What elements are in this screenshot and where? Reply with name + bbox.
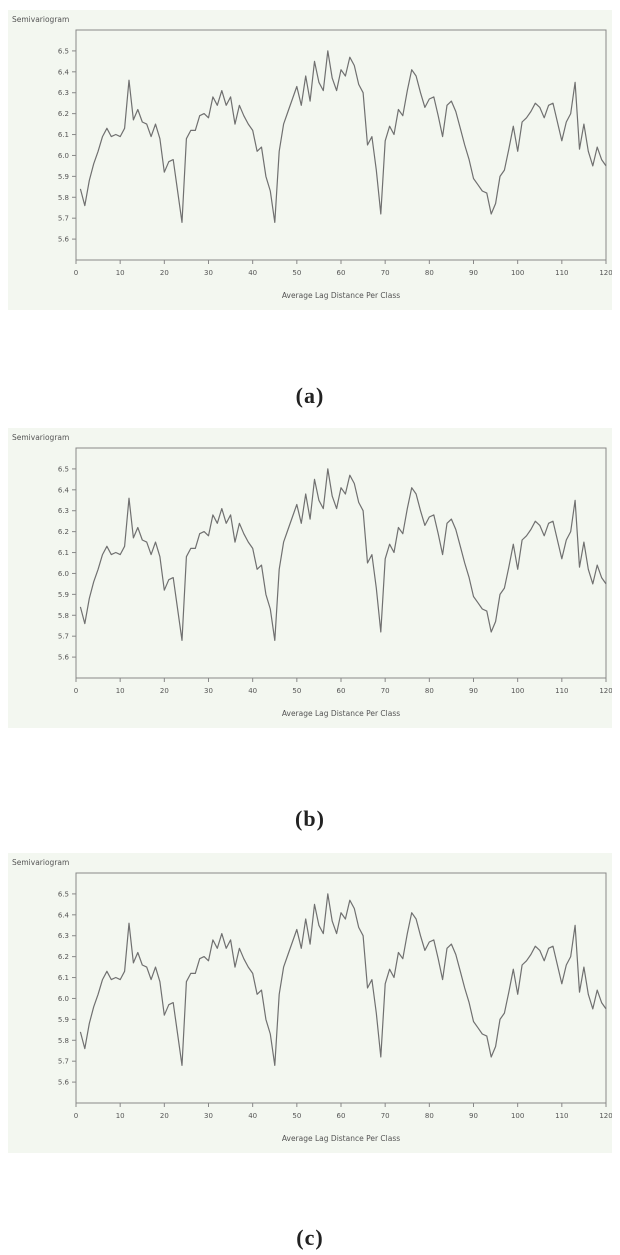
chart-svg-c: 5.6 5.7 5.8 5.9 6.0 6.1 6.2 6.3 6.4 6.5 0 10 20 30 40 5… <box>8 853 612 1153</box>
y-tick-label: 5.7 <box>58 633 69 641</box>
x-tick-label: 20 <box>160 269 169 277</box>
x-tick-label: 70 <box>381 1112 390 1120</box>
y-tick-label: 6.0 <box>58 995 69 1003</box>
x-tick-label: 70 <box>381 269 390 277</box>
x-tick-label: 60 <box>337 687 346 695</box>
x-tick-label: 30 <box>204 687 213 695</box>
x-tick-label: 100 <box>511 1112 524 1120</box>
y-tick-label: 6.1 <box>58 549 69 557</box>
x-tick-label: 50 <box>292 687 301 695</box>
y-tick-label: 6.1 <box>58 974 69 982</box>
y-tick-label: 6.3 <box>58 932 69 940</box>
x-tick-label: 60 <box>337 1112 346 1120</box>
series-line <box>79 50 607 223</box>
caption-a: (a) <box>295 383 325 408</box>
chart-panel-a: 5.6 5.7 5.8 5.9 6.0 6.1 6.2 6.3 6.4 6.5 0 10 20 30 40 5… <box>8 10 612 310</box>
caption-c: (c) <box>296 1225 324 1250</box>
x-tick-label: 80 <box>425 687 434 695</box>
caption-b: (b) <box>295 806 325 831</box>
x-tick-label: 0 <box>74 687 78 695</box>
x-tick-label: 80 <box>425 1112 434 1120</box>
x-tick-label: 120 <box>599 687 612 695</box>
x-tick-label: 100 <box>511 269 524 277</box>
chart-background <box>8 10 612 310</box>
y-tick-label: 5.6 <box>58 1079 70 1087</box>
chart-panel-b: 5.6 5.7 5.8 5.9 6.0 6.1 6.2 6.3 6.4 6.5 0 10 20 30 40 5… <box>8 428 612 728</box>
series-line <box>79 893 607 1066</box>
x-axis-label: Average Lag Distance Per Class <box>282 1134 400 1143</box>
x-tick-label: 90 <box>469 687 478 695</box>
y-tick-label: 6.0 <box>58 570 69 578</box>
x-tick-label: 120 <box>599 1112 612 1120</box>
y-tick-label: 5.8 <box>58 194 69 202</box>
y-tick-label: 6.3 <box>58 507 69 515</box>
y-tick-label: 5.9 <box>58 591 69 599</box>
y-tick-label: 5.7 <box>58 215 69 223</box>
y-tick-label: 6.2 <box>58 953 69 961</box>
x-axis-label: Average Lag Distance Per Class <box>282 709 400 718</box>
x-tick-label: 40 <box>248 1112 257 1120</box>
x-tick-label: 100 <box>511 687 524 695</box>
y-tick-label: 6.5 <box>58 890 69 898</box>
chart-background <box>8 428 612 728</box>
x-tick-label: 0 <box>74 1112 78 1120</box>
x-tick-label: 110 <box>555 269 568 277</box>
y-axis-label: Semivariogram <box>12 15 69 24</box>
x-tick-label: 90 <box>469 269 478 277</box>
x-tick-label: 40 <box>248 687 257 695</box>
chart-background <box>8 853 612 1153</box>
y-tick-label: 6.5 <box>58 465 69 473</box>
x-tick-label: 40 <box>248 269 257 277</box>
chart-svg-b: 5.6 5.7 5.8 5.9 6.0 6.1 6.2 6.3 6.4 6.5 0 10 20 30 40 5… <box>8 428 612 728</box>
series-line <box>79 468 607 641</box>
x-tick-label: 110 <box>555 1112 568 1120</box>
y-tick-label: 6.4 <box>58 486 70 494</box>
y-tick-label: 5.9 <box>58 173 69 181</box>
x-tick-label: 50 <box>292 1112 301 1120</box>
x-tick-label: 20 <box>160 687 169 695</box>
x-tick-label: 0 <box>74 269 78 277</box>
y-tick-label: 6.3 <box>58 89 69 97</box>
x-tick-label: 60 <box>337 269 346 277</box>
y-tick-label: 5.8 <box>58 1037 69 1045</box>
y-tick-label: 6.2 <box>58 110 69 118</box>
y-tick-label: 6.2 <box>58 528 69 536</box>
x-tick-label: 10 <box>116 269 125 277</box>
y-axis-label: Semivariogram <box>12 858 69 867</box>
x-tick-label: 110 <box>555 687 568 695</box>
y-tick-label: 6.4 <box>58 68 70 76</box>
x-tick-label: 80 <box>425 269 434 277</box>
y-tick-label: 5.7 <box>58 1058 69 1066</box>
y-tick-label: 5.9 <box>58 1016 69 1024</box>
y-tick-label: 5.6 <box>58 236 70 244</box>
x-axis-label: Average Lag Distance Per Class <box>282 291 400 300</box>
x-tick-label: 10 <box>116 687 125 695</box>
y-tick-label: 6.4 <box>58 911 70 919</box>
chart-panel-c: 5.6 5.7 5.8 5.9 6.0 6.1 6.2 6.3 6.4 6.5 0 10 20 30 40 5… <box>8 853 612 1153</box>
y-tick-label: 6.1 <box>58 131 69 139</box>
y-tick-label: 5.8 <box>58 612 69 620</box>
y-tick-label: 6.0 <box>58 152 69 160</box>
x-tick-label: 90 <box>469 1112 478 1120</box>
x-tick-label: 120 <box>599 269 612 277</box>
x-tick-label: 10 <box>116 1112 125 1120</box>
y-tick-label: 6.5 <box>58 47 69 55</box>
x-tick-label: 50 <box>292 269 301 277</box>
x-tick-label: 30 <box>204 269 213 277</box>
y-tick-label: 5.6 <box>58 654 70 662</box>
x-tick-label: 20 <box>160 1112 169 1120</box>
x-tick-label: 70 <box>381 687 390 695</box>
y-axis-label: Semivariogram <box>12 433 69 442</box>
x-tick-label: 30 <box>204 1112 213 1120</box>
chart-svg-a: 5.6 5.7 5.8 5.9 6.0 6.1 6.2 6.3 6.4 6.5 0 10 20 30 40 5… <box>8 10 612 310</box>
